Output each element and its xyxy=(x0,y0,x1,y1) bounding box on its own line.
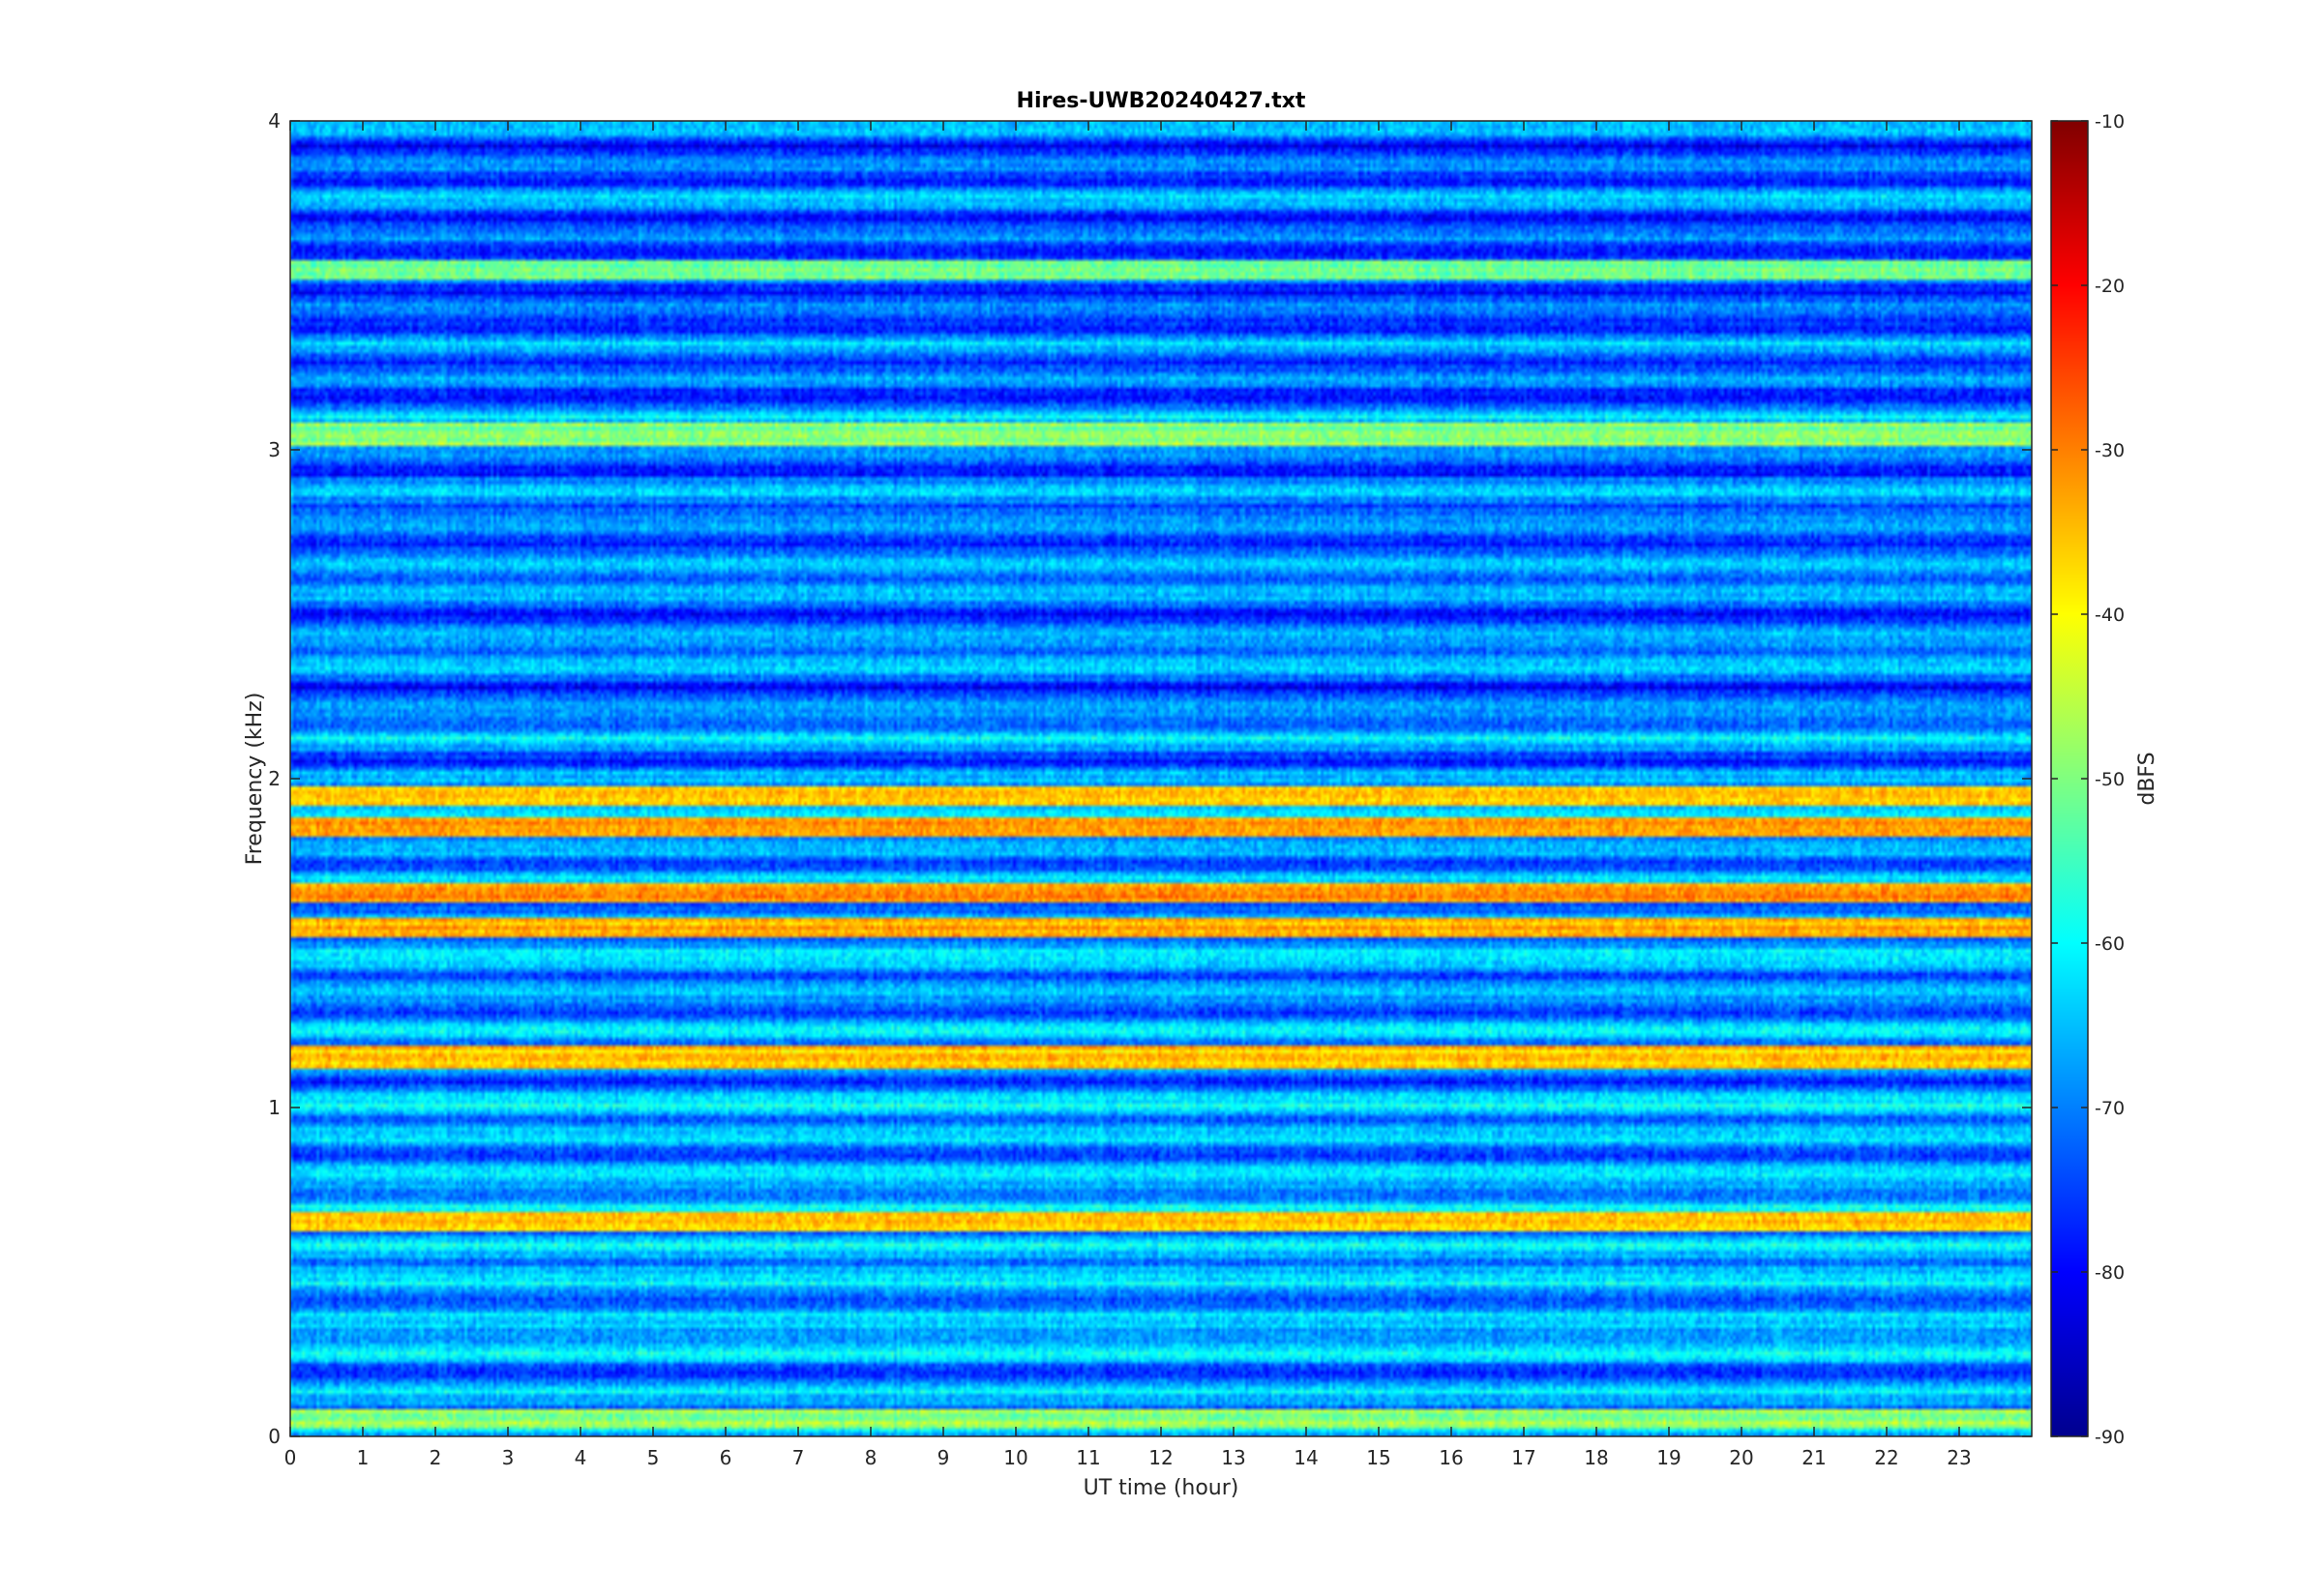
y-axis-ticks: 0 1 2 3 4 xyxy=(268,109,2032,1448)
y-axis-label: Frequency (kHz) xyxy=(243,693,267,866)
x-axis-ticks: 0 1 2 3 4 5 6 7 8 9 10 11 12 13 14 15 16 17 18 19 20 21 22 23 xyxy=(284,121,1972,1469)
y-tick-label: 4 xyxy=(268,109,281,133)
colorbar-tick-label: -80 xyxy=(2095,1262,2125,1284)
x-tick-label: 9 xyxy=(938,1446,950,1469)
x-tick-label: 14 xyxy=(1294,1446,1318,1469)
x-tick-label: 4 xyxy=(575,1446,587,1469)
x-tick-label: 0 xyxy=(284,1446,297,1469)
x-tick-label: 6 xyxy=(720,1446,732,1469)
x-tick-label: 2 xyxy=(430,1446,442,1469)
x-tick-label: 16 xyxy=(1439,1446,1463,1469)
colorbar-label: dBFS xyxy=(2135,752,2159,805)
x-tick-label: 11 xyxy=(1076,1446,1100,1469)
heatmap-plot xyxy=(289,120,2033,1437)
x-tick-label: 10 xyxy=(1003,1446,1027,1469)
x-tick-label: 1 xyxy=(357,1446,370,1469)
x-tick-label: 5 xyxy=(647,1446,660,1469)
colorbar-tick-label: -20 xyxy=(2095,276,2125,297)
x-tick-label: 19 xyxy=(1656,1446,1681,1469)
colorbar-tick-label: -60 xyxy=(2095,933,2125,955)
x-tick-label: 23 xyxy=(1947,1446,1971,1469)
colorbar-tick-label: -70 xyxy=(2095,1098,2125,1119)
colorbar-tick-label: -30 xyxy=(2095,440,2125,461)
x-tick-label: 21 xyxy=(1801,1446,1826,1469)
x-tick-label: 20 xyxy=(1729,1446,1753,1469)
y-tick-label: 2 xyxy=(268,767,281,790)
colorbar-tick-label: -90 xyxy=(2095,1427,2125,1448)
y-tick-label: 0 xyxy=(268,1425,281,1448)
x-axis-label: UT time (hour) xyxy=(1084,1476,1239,1500)
heatmap-image xyxy=(290,121,2032,1436)
x-tick-label: 22 xyxy=(1874,1446,1898,1469)
chart-title: Hires-UWB20240427.txt xyxy=(1017,89,1306,113)
colorbar-tick-label: -10 xyxy=(2095,111,2125,133)
x-tick-label: 8 xyxy=(865,1446,878,1469)
x-tick-label: 15 xyxy=(1366,1446,1390,1469)
colorbar-ticks: -90 -80 -70 -60 -50 -40 -30 -20 -10 xyxy=(2051,111,2125,1448)
colorbar-tick-label: -50 xyxy=(2095,769,2125,790)
x-tick-label: 3 xyxy=(502,1446,515,1469)
x-tick-label: 12 xyxy=(1148,1446,1173,1469)
x-tick-label: 13 xyxy=(1221,1446,1245,1469)
x-tick-label: 17 xyxy=(1511,1446,1535,1469)
y-tick-label: 3 xyxy=(268,438,281,461)
x-tick-label: 7 xyxy=(792,1446,805,1469)
colorbar: -90 -80 -70 -60 -50 -40 -30 -20 -10 dBFS xyxy=(2050,111,2159,1448)
colorbar-tick-label: -40 xyxy=(2095,605,2125,626)
y-tick-label: 1 xyxy=(268,1096,281,1119)
x-tick-label: 18 xyxy=(1584,1446,1608,1469)
